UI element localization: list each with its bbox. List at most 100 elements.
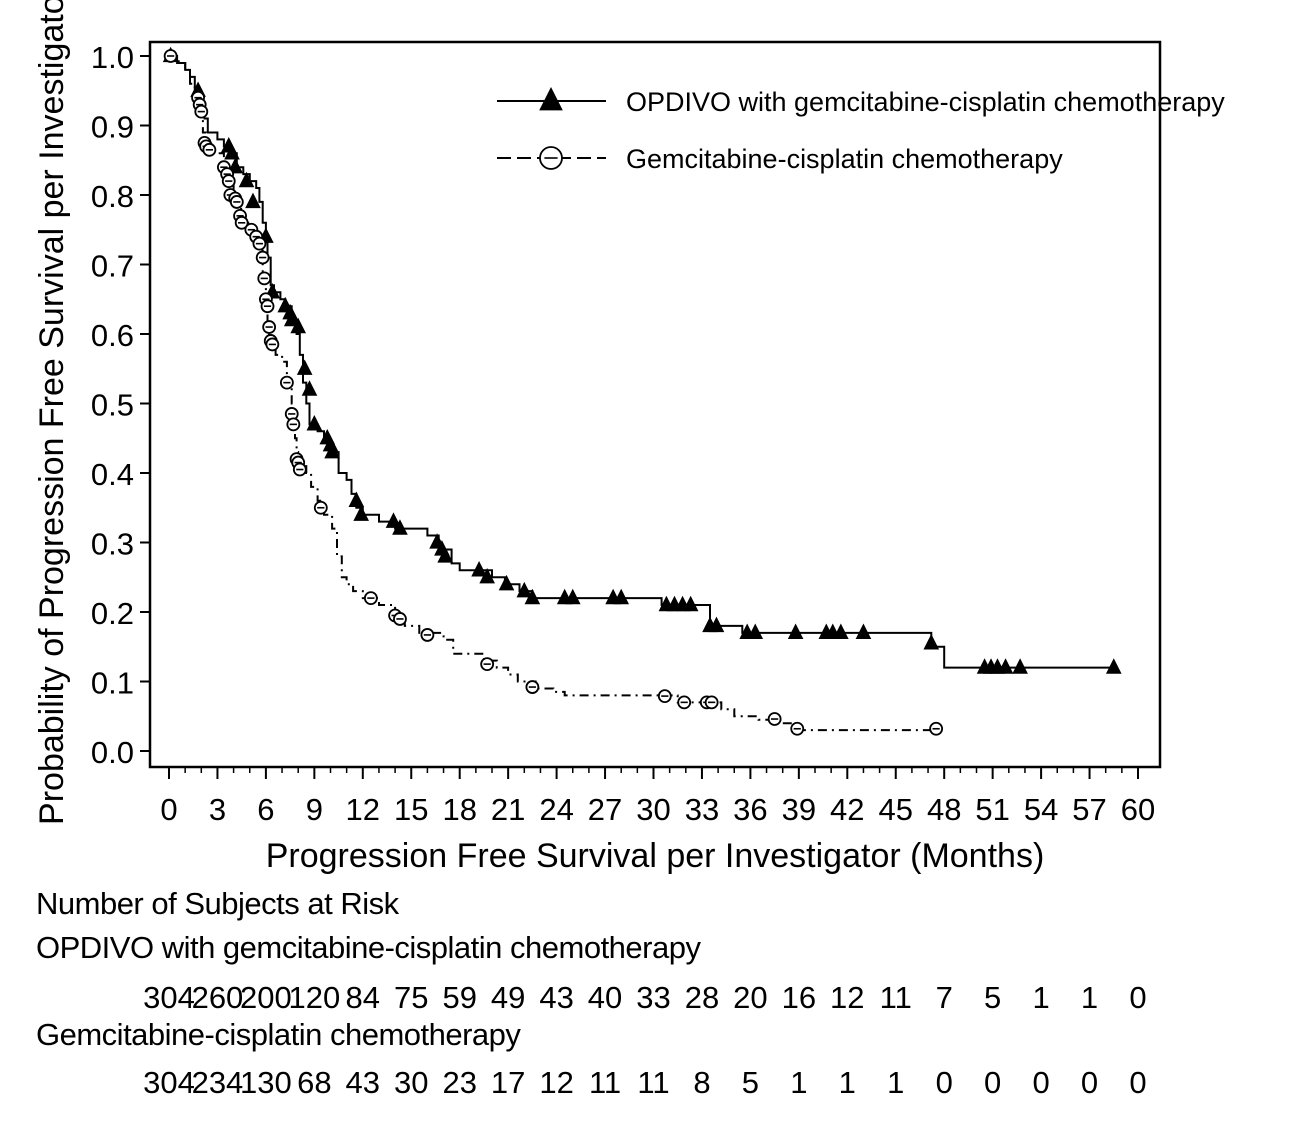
- censor-mark-triangle: [524, 588, 541, 605]
- censor-mark-triangle: [923, 633, 940, 650]
- censor-mark-circle: [221, 174, 236, 189]
- censor-mark-circle: [257, 271, 272, 286]
- risk-count: 59: [442, 980, 476, 1015]
- y-axis-label: Probability of Progression Free Survival…: [33, 0, 71, 825]
- censor-mark-circle: [229, 195, 244, 209]
- censor-mark-triangle: [787, 623, 804, 640]
- risk-count: 23: [442, 1065, 476, 1100]
- censor-mark-circle: [260, 299, 275, 314]
- censor-mark-circle: [255, 250, 270, 265]
- censor-mark-triangle: [296, 359, 313, 375]
- censor-mark-triangle: [324, 442, 340, 459]
- censor-mark-circle: [265, 337, 280, 352]
- risk-count: 75: [394, 980, 428, 1015]
- censor-mark-circle: [292, 462, 307, 477]
- censor-mark-triangle: [353, 505, 369, 521]
- censor-mark-triangle: [283, 310, 300, 327]
- x-tick-label: 48: [927, 792, 961, 827]
- risk-count: 1: [1081, 980, 1098, 1015]
- risk-count: 11: [637, 1065, 669, 1100]
- series-group: [162, 46, 1122, 736]
- censor-mark-triangle: [682, 595, 699, 612]
- censor-mark-triangle: [245, 192, 261, 209]
- risk-count: 0: [1129, 1065, 1146, 1100]
- censor-mark-triangle: [392, 519, 408, 535]
- risk-count: 0: [984, 1065, 1001, 1100]
- risk-count: 43: [539, 980, 573, 1015]
- censor-mark-triangle: [564, 588, 581, 605]
- y-tick-label: 0.1: [91, 666, 134, 701]
- y-tick-label: 0.0: [91, 735, 134, 770]
- risk-count: 17: [491, 1065, 525, 1100]
- risk-count: 11: [589, 1065, 621, 1100]
- risk-count: 5: [984, 980, 1001, 1015]
- censor-mark-circle: [234, 215, 249, 230]
- censor-mark-triangle: [516, 581, 533, 598]
- censor-mark-circle: [657, 689, 672, 703]
- risk-count: 0: [1081, 1065, 1098, 1100]
- y-tick-label: 0.4: [91, 457, 134, 492]
- risk-count: 234: [192, 1065, 244, 1100]
- y-tick-label: 0.8: [91, 179, 134, 214]
- x-tick-label: 33: [685, 792, 719, 827]
- x-tick-label: 54: [1024, 792, 1058, 827]
- risk-count: 7: [936, 980, 953, 1015]
- risk-count: 28: [685, 980, 719, 1015]
- censor-mark-circle: [704, 695, 719, 710]
- risk-count: 260: [192, 980, 244, 1015]
- censor-mark-triangle: [471, 561, 487, 577]
- censor-mark-triangle: [437, 547, 453, 563]
- censor-mark-triangle: [306, 415, 323, 431]
- risk-count: 33: [636, 980, 670, 1015]
- y-tick-label: 0.3: [91, 527, 134, 562]
- censor-mark-circle: [363, 591, 378, 605]
- x-tick-label: 42: [830, 792, 864, 827]
- risk-count: 68: [297, 1065, 331, 1100]
- censor-mark-circle: [202, 142, 217, 157]
- censor-mark-circle: [929, 721, 944, 736]
- risk-count: 11: [880, 980, 912, 1015]
- x-tick-label: 9: [306, 792, 323, 827]
- risk-count: 30: [394, 1065, 428, 1100]
- risk-count: 40: [588, 980, 622, 1015]
- censor-mark-triangle: [613, 588, 630, 605]
- censor-mark-triangle: [747, 623, 764, 640]
- risk-count: 16: [782, 980, 816, 1015]
- censor-mark-triangle: [290, 317, 307, 334]
- censor-mark-circle: [393, 612, 407, 626]
- censor-mark-triangle: [1012, 658, 1028, 674]
- censor-mark-circle: [313, 500, 328, 515]
- censor-mark-circle: [279, 375, 294, 390]
- censor-mark-circle: [284, 407, 299, 421]
- risk-count: 1: [887, 1065, 904, 1100]
- x-tick-label: 51: [975, 792, 1009, 827]
- risk-count: 130: [240, 1065, 292, 1100]
- censor-mark-triangle: [1105, 658, 1122, 674]
- x-tick-label: 6: [257, 792, 274, 827]
- x-tick-label: 30: [636, 792, 670, 827]
- censor-mark-circle: [790, 721, 805, 736]
- risk-count: 0: [1032, 1065, 1049, 1100]
- censor-mark-triangle: [385, 512, 402, 528]
- x-tick-label: 60: [1121, 792, 1155, 827]
- risk-count: 1: [1032, 980, 1049, 1015]
- risk-count: 5: [742, 1065, 759, 1100]
- legend-label-1: Gemcitabine-cisplatin chemotherapy: [626, 144, 1063, 174]
- risk-row-label-opdivo: OPDIVO with gemcitabine-cisplatin chemot…: [36, 930, 701, 965]
- risk-count: 200: [240, 980, 292, 1015]
- censor-mark-circle: [286, 417, 301, 432]
- y-tick-label: 0.7: [91, 249, 134, 284]
- risk-count: 304: [143, 1065, 195, 1100]
- censor-mark-circle: [677, 695, 692, 710]
- censor-mark-circle: [163, 49, 178, 63]
- censor-mark-circle: [420, 628, 435, 642]
- censor-mark-triangle: [997, 658, 1014, 674]
- y-tick-label: 0.6: [91, 318, 134, 353]
- risk-count: 0: [1129, 980, 1146, 1015]
- x-tick-label: 3: [209, 792, 226, 827]
- risk-count: 120: [288, 980, 340, 1015]
- x-tick-label: 15: [394, 792, 428, 827]
- censor-mark-circle: [252, 236, 267, 251]
